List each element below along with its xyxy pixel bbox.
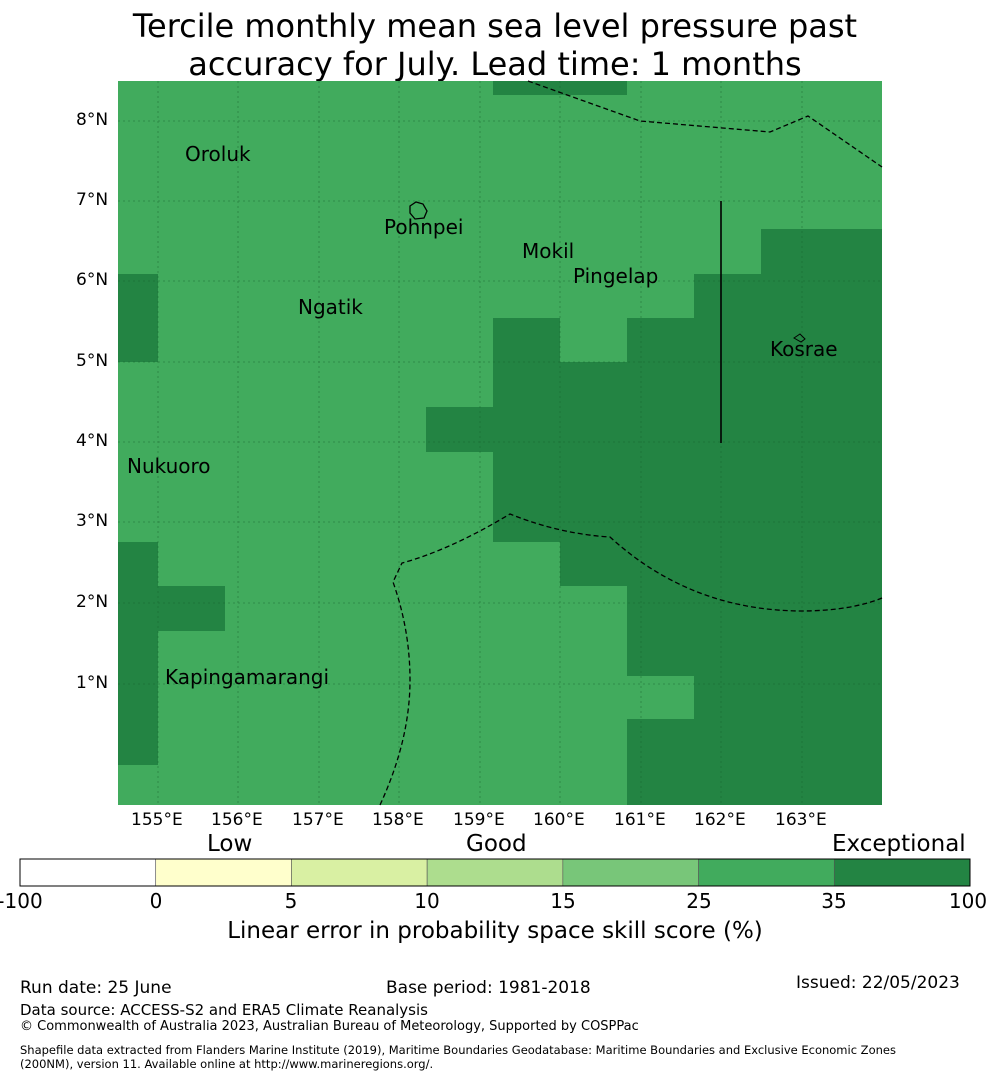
colorbar-segment xyxy=(698,858,835,887)
lat-label-2n: 2°N xyxy=(76,592,109,612)
place-kapingamarangi: Kapingamarangi xyxy=(165,665,330,689)
run-date: Run date: 25 June xyxy=(20,978,172,998)
place-pingelap: Pingelap xyxy=(573,264,659,288)
lat-label-4n: 4°N xyxy=(76,431,109,451)
lon-label-157e: 157°E xyxy=(292,810,344,830)
lon-label-160e: 160°E xyxy=(533,810,585,830)
colorbar-segment xyxy=(833,858,971,887)
lat-label-6n: 6°N xyxy=(76,270,109,290)
pohnpei-island-shape xyxy=(409,201,428,220)
place-mokil: Mokil xyxy=(522,239,575,263)
place-ngatik: Ngatik xyxy=(298,295,363,319)
shapefile-credit-line2: (200NM), version 11. Available online at… xyxy=(20,1057,434,1071)
lat-label-3n: 3°N xyxy=(76,511,109,531)
lat-label-7n: 7°N xyxy=(76,190,109,210)
category-exceptional: Exceptional xyxy=(832,831,966,857)
base-period: Base period: 1981-2018 xyxy=(386,978,591,998)
lon-label-155e: 155°E xyxy=(131,810,183,830)
lat-label-8n: 8°N xyxy=(76,110,109,130)
lat-label-1n: 1°N xyxy=(76,673,109,693)
lon-label-159e: 159°E xyxy=(453,810,505,830)
place-oroluk: Oroluk xyxy=(185,142,251,166)
colorbar-segment xyxy=(562,858,699,887)
copyright: © Commonwealth of Australia 2023, Austra… xyxy=(20,1019,639,1034)
lon-label-156e: 156°E xyxy=(211,810,263,830)
colorbar-tick: 35 xyxy=(821,889,847,913)
map-title-line1: Tercile monthly mean sea level pressure … xyxy=(132,7,858,45)
colorbar-tick: 5 xyxy=(284,889,298,913)
colorbar xyxy=(19,858,971,887)
lon-label-162e: 162°E xyxy=(694,810,746,830)
shapefile-credit-line1: Shapefile data extracted from Flanders M… xyxy=(20,1043,896,1057)
category-low: Low xyxy=(207,831,253,857)
colorbar-segment xyxy=(426,858,564,887)
colorbar-tick: 10 xyxy=(414,889,440,913)
place-pohnpei: Pohnpei xyxy=(384,215,464,239)
kosrae-island-shape xyxy=(793,333,806,343)
eez-boundaries xyxy=(379,80,883,806)
lat-label-5n: 5°N xyxy=(76,351,109,371)
map-title-line2: accuracy for July. Lead time: 1 months xyxy=(188,45,802,83)
colorbar-segment xyxy=(291,858,428,887)
lon-label-161e: 161°E xyxy=(614,810,666,830)
colorbar-tick: -100 xyxy=(0,889,43,913)
colorbar-tick: 15 xyxy=(550,889,576,913)
lon-label-158e: 158°E xyxy=(372,810,424,830)
colorbar-border xyxy=(19,858,971,887)
place-nukuoro: Nukuoro xyxy=(127,454,211,478)
category-good: Good xyxy=(466,831,527,857)
colorbar-label: Linear error in probability space skill … xyxy=(227,918,763,944)
colorbar-tick: 100 xyxy=(948,889,988,913)
colorbar-tick: 25 xyxy=(686,889,712,913)
place-kosrae: Kosrae xyxy=(770,337,838,361)
data-source: Data source: ACCESS-S2 and ERA5 Climate … xyxy=(20,1001,428,1019)
lon-label-163e: 163°E xyxy=(775,810,827,830)
issued-date: Issued: 22/05/2023 xyxy=(796,973,960,993)
colorbar-tick: 0 xyxy=(149,889,163,913)
colorbar-segment xyxy=(155,858,292,887)
colorbar-segment xyxy=(19,858,157,887)
